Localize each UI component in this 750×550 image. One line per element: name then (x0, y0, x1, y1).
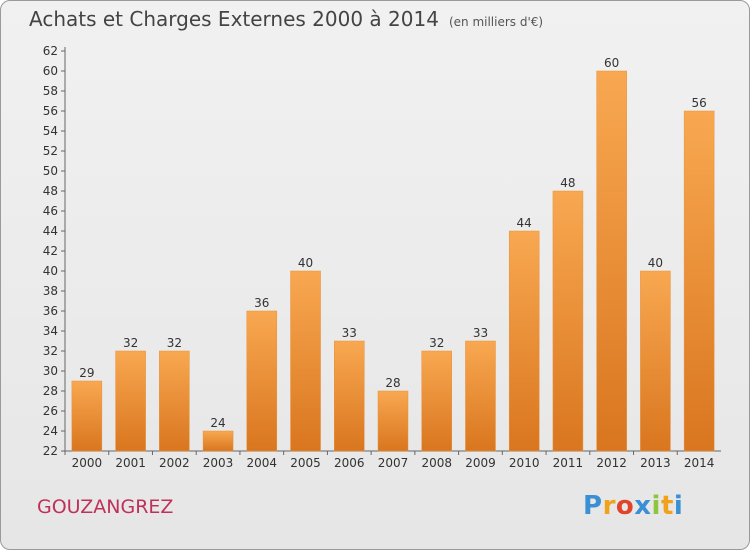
bar (421, 350, 452, 452)
bar (508, 230, 540, 452)
data-label: 48 (560, 176, 575, 190)
y-tick-label: 36 (43, 304, 58, 318)
chart-title-text: Achats et Charges Externes 2000 à 2014 (29, 7, 439, 31)
x-tick-label: 2006 (334, 456, 365, 470)
axes: 22 24 26 28 30 32 34 36 38 40 42 44 46 48 50 52 54 56 58 60… (43, 44, 721, 470)
y-tick-label: 62 (43, 44, 58, 58)
data-label: 33 (473, 326, 488, 340)
x-tick-label: 2007 (378, 456, 409, 470)
data-label: 40 (298, 256, 313, 270)
data-label: 56 (691, 96, 706, 110)
logo-letter: i (651, 491, 661, 521)
x-tick-label: 2012 (596, 456, 627, 470)
data-label: 40 (648, 256, 663, 270)
y-tick-label: 44 (43, 224, 58, 238)
y-tick-label: 48 (43, 184, 58, 198)
x-tick-label: 2004 (247, 456, 278, 470)
logo-letter: o (615, 491, 635, 521)
logo-letter: x (634, 491, 652, 521)
chart-title: Achats et Charges Externes 2000 à 2014 (e… (29, 7, 543, 31)
data-label: 28 (385, 376, 400, 390)
data-label: 36 (254, 296, 269, 310)
data-label: 29 (79, 366, 94, 380)
x-tick-label: 2003 (203, 456, 234, 470)
bar (596, 70, 627, 452)
y-tick-label: 60 (43, 64, 58, 78)
y-tick-label: 24 (43, 424, 58, 438)
commune-name: GOUZANGREZ (37, 496, 174, 518)
x-tick-label: 2013 (640, 456, 671, 470)
y-tick-label: 34 (43, 324, 58, 338)
y-tick-label: 46 (43, 204, 58, 218)
bar (115, 350, 146, 452)
bar (202, 430, 234, 452)
logo-letter: r (602, 491, 616, 521)
bar (552, 190, 584, 452)
logo-letter: i (673, 491, 684, 521)
x-tick-label: 2002 (159, 456, 190, 470)
bar (683, 110, 715, 452)
logo-letter: t (660, 491, 674, 521)
data-label: 44 (517, 216, 532, 230)
x-tick-label: 2011 (553, 456, 584, 470)
data-label: 32 (123, 336, 138, 350)
bar (71, 380, 103, 452)
x-tick-label: 2005 (290, 456, 321, 470)
bars: 29 32 32 24 36 40 33 28 32 33 44 48 60 40 56 (71, 56, 715, 452)
bar (377, 390, 409, 452)
bar (246, 310, 278, 452)
y-tick-label: 52 (43, 144, 58, 158)
data-label: 33 (342, 326, 357, 340)
y-tick-label: 54 (43, 124, 58, 138)
data-label: 60 (604, 56, 619, 70)
x-tick-label: 2009 (465, 456, 496, 470)
y-tick-label: 56 (43, 104, 58, 118)
y-tick-label: 26 (43, 404, 58, 418)
logo-letter: P (583, 491, 603, 521)
y-tick-label: 22 (43, 444, 58, 458)
x-tick-label: 2001 (115, 456, 146, 470)
data-label: 32 (167, 336, 182, 350)
y-tick-label: 42 (43, 244, 58, 258)
data-label: 24 (210, 416, 225, 430)
x-tick-label: 2010 (509, 456, 540, 470)
bar (640, 270, 671, 452)
bar (334, 340, 365, 452)
x-tick-label: 2008 (421, 456, 452, 470)
y-tick-label: 32 (43, 344, 58, 358)
x-tick-label: 2014 (684, 456, 715, 470)
bar (159, 350, 190, 452)
data-label: 32 (429, 336, 444, 350)
proxiti-logo: Proxiti (583, 491, 683, 521)
y-tick-label: 50 (43, 164, 58, 178)
y-tick-label: 40 (43, 264, 58, 278)
bar (465, 340, 496, 452)
bar (290, 270, 321, 452)
chart-unit: (en milliers d'€) (448, 15, 544, 29)
y-tick-label: 58 (43, 84, 58, 98)
y-tick-label: 28 (43, 384, 58, 398)
y-tick-label: 30 (43, 364, 58, 378)
y-tick-label: 38 (43, 284, 58, 298)
x-tick-label: 2000 (72, 456, 103, 470)
